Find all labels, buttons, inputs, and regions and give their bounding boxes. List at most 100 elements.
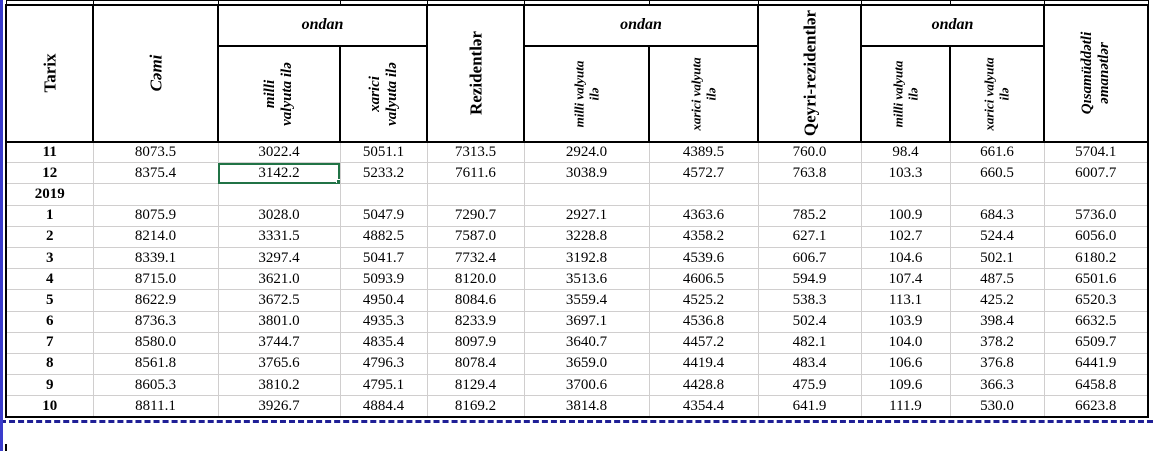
table-cell[interactable]: 103.3 (860, 162, 951, 185)
table-cell[interactable]: 3640.7 (523, 331, 650, 354)
table-cell[interactable]: 3801.0 (217, 310, 341, 333)
table-cell[interactable]: 6520.3 (1043, 289, 1149, 312)
table-cell[interactable]: 482.1 (757, 331, 862, 354)
table-cell[interactable]: 3697.1 (523, 310, 650, 333)
table-cell[interactable]: 3192.8 (523, 246, 650, 270)
table-cell[interactable]: 4606.5 (648, 268, 759, 291)
table-cell[interactable]: 8084.6 (426, 289, 525, 312)
table-cell[interactable]: 4363.6 (648, 204, 759, 227)
table-cell[interactable]: 3228.8 (523, 225, 650, 248)
table-cell[interactable]: 6632.5 (1043, 310, 1149, 333)
col-header-qisamuddetli[interactable]: Qısamüddətli əmanətlər (1043, 3, 1149, 143)
table-cell[interactable]: 5047.9 (339, 204, 428, 227)
table-cell[interactable]: 8339.1 (92, 246, 219, 270)
table-cell[interactable]: 6458.8 (1043, 374, 1149, 397)
table-cell[interactable]: 2927.1 (523, 204, 650, 227)
row-label[interactable]: 5 (5, 289, 94, 312)
table-cell[interactable]: 6509.7 (1043, 331, 1149, 354)
table-cell[interactable]: 760.0 (757, 140, 862, 164)
table-cell[interactable]: 8214.0 (92, 225, 219, 248)
table-cell[interactable]: 7587.0 (426, 225, 525, 248)
table-cell[interactable]: 4419.4 (648, 352, 759, 376)
table-cell[interactable]: 4536.8 (648, 310, 759, 333)
table-cell[interactable]: 7611.6 (426, 162, 525, 185)
table-cell[interactable]: 4457.2 (648, 331, 759, 354)
table-cell[interactable]: 3513.6 (523, 268, 650, 291)
table-cell[interactable]: 2924.0 (523, 140, 650, 164)
table-cell[interactable]: 8169.2 (426, 395, 525, 418)
table-cell[interactable]: 661.6 (949, 140, 1045, 164)
table-cell[interactable] (1043, 183, 1149, 206)
table-cell[interactable] (860, 183, 951, 206)
col-header-xarici-valyuta-2[interactable]: xarici valyuta ilə (648, 44, 759, 143)
row-label[interactable]: 2 (5, 225, 94, 248)
table-cell[interactable]: 4354.4 (648, 395, 759, 418)
row-label[interactable]: 11 (5, 140, 94, 164)
table-cell[interactable] (523, 183, 650, 206)
table-cell[interactable]: 8375.4 (92, 162, 219, 185)
table-cell[interactable]: 641.9 (757, 395, 862, 418)
row-label[interactable]: 12 (5, 162, 94, 185)
table-cell[interactable]: 4950.4 (339, 289, 428, 312)
table-cell[interactable]: 3297.4 (217, 246, 341, 270)
table-cell[interactable]: 8075.9 (92, 204, 219, 227)
table-cell[interactable] (217, 183, 341, 206)
col-header-xarici-valyuta-1[interactable]: xarici valyuta ilə (339, 44, 428, 143)
table-cell[interactable]: 107.4 (860, 268, 951, 291)
table-cell[interactable]: 763.8 (757, 162, 862, 185)
table-cell[interactable]: 684.3 (949, 204, 1045, 227)
table-cell[interactable]: 4884.4 (339, 395, 428, 418)
row-label[interactable]: 4 (5, 268, 94, 291)
table-cell[interactable]: 5041.7 (339, 246, 428, 270)
col-group-ondan-3[interactable]: ondan (860, 3, 1045, 47)
table-cell[interactable]: 5736.0 (1043, 204, 1149, 227)
table-cell[interactable]: 7732.4 (426, 246, 525, 270)
col-header-qeyri-rezidentler[interactable]: Qeyri-rezidentlər (757, 3, 862, 143)
table-cell[interactable]: 104.0 (860, 331, 951, 354)
table-cell[interactable]: 6623.8 (1043, 395, 1149, 418)
table-cell[interactable]: 366.3 (949, 374, 1045, 397)
table-cell[interactable]: 4882.5 (339, 225, 428, 248)
table-cell[interactable]: 6056.0 (1043, 225, 1149, 248)
table-cell[interactable]: 3765.6 (217, 352, 341, 376)
table-cell[interactable]: 6180.2 (1043, 246, 1149, 270)
row-label[interactable]: 9 (5, 374, 94, 397)
table-cell[interactable]: 8097.9 (426, 331, 525, 354)
table-cell[interactable]: 104.6 (860, 246, 951, 270)
table-cell[interactable]: 502.1 (949, 246, 1045, 270)
table-cell[interactable] (757, 183, 862, 206)
table-cell[interactable]: 4795.1 (339, 374, 428, 397)
col-group-ondan-1[interactable]: ondan (217, 3, 428, 47)
col-header-milli-valyuta-1[interactable]: milli valyuta ilə (217, 44, 341, 143)
table-cell[interactable]: 8233.9 (426, 310, 525, 333)
table-cell[interactable]: 3028.0 (217, 204, 341, 227)
table-cell[interactable]: 3022.4 (217, 140, 341, 164)
table-cell[interactable]: 502.4 (757, 310, 862, 333)
table-cell[interactable]: 524.4 (949, 225, 1045, 248)
table-cell[interactable]: 3700.6 (523, 374, 650, 397)
row-label[interactable]: 7 (5, 331, 94, 354)
table-cell[interactable]: 3659.0 (523, 352, 650, 376)
table-cell[interactable]: 7313.5 (426, 140, 525, 164)
col-header-milli-valyuta-2[interactable]: milli valyuta ilə (523, 44, 650, 143)
col-header-tarix[interactable]: Tarix (5, 3, 94, 143)
table-cell[interactable]: 4539.6 (648, 246, 759, 270)
table-cell[interactable]: 4358.2 (648, 225, 759, 248)
table-cell[interactable]: 111.9 (860, 395, 951, 418)
table-cell[interactable] (339, 183, 428, 206)
table-cell[interactable]: 376.8 (949, 352, 1045, 376)
table-cell[interactable] (648, 183, 759, 206)
table-cell[interactable]: 5233.2 (339, 162, 428, 185)
table-cell[interactable]: 378.2 (949, 331, 1045, 354)
table-cell[interactable]: 785.2 (757, 204, 862, 227)
table-cell[interactable]: 3331.5 (217, 225, 341, 248)
table-cell[interactable]: 8120.0 (426, 268, 525, 291)
row-label[interactable]: 3 (5, 246, 94, 270)
table-cell[interactable]: 8605.3 (92, 374, 219, 397)
col-group-ondan-2[interactable]: ondan (523, 3, 759, 47)
col-header-milli-valyuta-3[interactable]: milli valyuta ilə (860, 44, 951, 143)
table-cell[interactable]: 8073.5 (92, 140, 219, 164)
row-label[interactable]: 8 (5, 352, 94, 376)
table-cell[interactable] (92, 183, 219, 206)
table-cell[interactable]: 5051.1 (339, 140, 428, 164)
